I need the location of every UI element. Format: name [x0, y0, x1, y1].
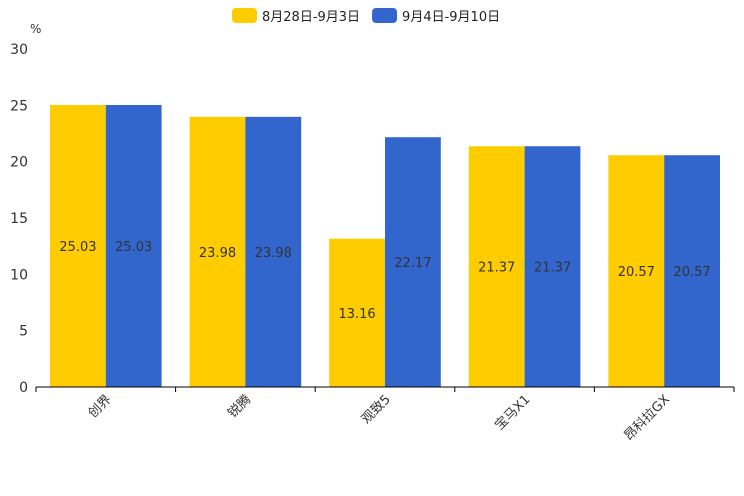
data-label: 20.57 — [673, 265, 710, 280]
data-label: 13.16 — [338, 307, 375, 322]
bar-0-3 — [468, 146, 525, 387]
data-label: 21.37 — [478, 261, 515, 276]
bar-1-4 — [664, 155, 720, 387]
data-label: 25.03 — [115, 240, 152, 255]
x-tick-label: 宝马X1 — [492, 392, 533, 433]
y-tick-label: 5 — [19, 324, 28, 340]
data-label: 21.37 — [534, 261, 571, 276]
data-label: 20.57 — [618, 265, 655, 280]
bar-0-0 — [50, 104, 106, 387]
y-axis-label: % — [30, 22, 41, 36]
x-tick-label: 创界 — [86, 392, 115, 421]
bar-0-1 — [189, 116, 246, 388]
legend-swatch — [372, 8, 398, 23]
data-label: 23.98 — [199, 246, 236, 261]
bar-1-2 — [385, 137, 441, 387]
y-tick-label: 25 — [10, 98, 28, 114]
y-tick-label: 10 — [10, 267, 28, 283]
data-label: 23.98 — [255, 246, 292, 261]
y-tick-label: 0 — [19, 380, 28, 396]
legend-label: 9月4日-9月10日 — [402, 10, 500, 25]
x-tick-label: 观致5 — [359, 392, 394, 427]
bar-0-2 — [329, 238, 385, 387]
bar-1-1 — [245, 116, 302, 388]
y-tick-label: 30 — [10, 42, 28, 58]
legend-label: 8月28日-9月3日 — [262, 10, 360, 25]
data-label: 22.17 — [394, 256, 431, 271]
data-label: 25.03 — [59, 240, 96, 255]
bar-0-4 — [608, 155, 665, 387]
y-tick-label: 15 — [10, 211, 28, 227]
x-tick-label: 昂科拉GX — [621, 392, 673, 444]
y-tick-label: 20 — [10, 155, 28, 171]
legend-swatch — [232, 8, 257, 23]
bar-1-0 — [105, 104, 162, 387]
x-tick-label: 锐腾 — [225, 392, 255, 422]
bar-1-3 — [524, 146, 581, 387]
